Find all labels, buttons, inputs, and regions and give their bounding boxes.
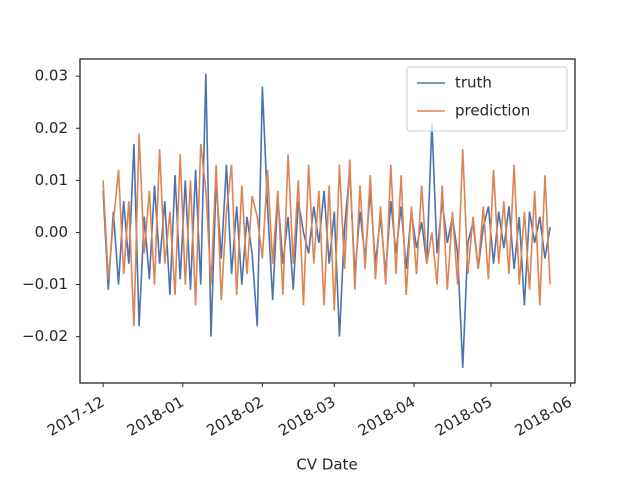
y-tick-label: −0.01 [22,275,68,293]
x-tick-label: 2018-06 [512,393,575,440]
x-tick-label: 2018-04 [355,393,418,440]
x-tick-label: 2017-12 [44,393,107,440]
legend-box [406,66,568,132]
x-tick-label: 2018-03 [275,393,338,440]
y-tick-label: −0.02 [22,327,68,345]
y-tick-label: 0.03 [35,67,68,85]
legend-label: truth [455,74,492,92]
series-line [102,133,551,327]
x-tick-label: 2018-02 [203,393,266,440]
x-tick-label: 2018-05 [432,393,495,440]
y-tick-label: 0.01 [35,171,68,189]
y-tick-label: 0.00 [35,223,68,241]
x-axis-label: CV Date [296,456,357,474]
legend-label: prediction [455,102,530,120]
x-tick-label: 2018-01 [124,393,187,440]
y-tick-label: 0.02 [35,119,68,137]
